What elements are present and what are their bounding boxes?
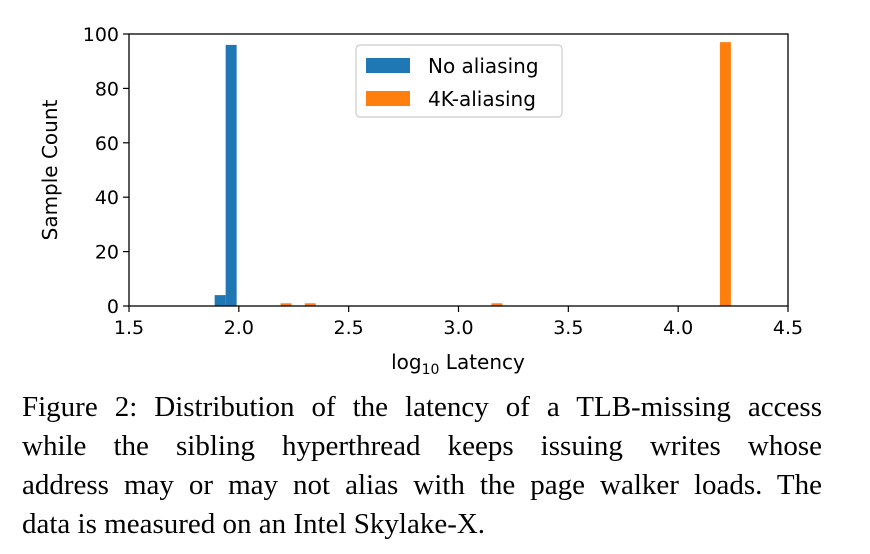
bar-4k-aliasing-0 <box>280 303 292 306</box>
y-tick-label: 0 <box>107 296 119 318</box>
bar-no-aliasing-1 <box>225 44 237 306</box>
caption-line: while the sibling hyperthread keeps issu… <box>22 430 822 462</box>
y-tick-label: 20 <box>95 242 119 264</box>
plot-frame <box>128 33 789 307</box>
histogram-chart: 1.5 2.0 2.5 3.0 3.5 4.0 4.5 0 20 40 60 80 100 log10… <box>38 24 803 378</box>
x-tick-label: 3.5 <box>553 317 583 339</box>
x-tick-label: 3.0 <box>443 317 473 339</box>
x-tick-label: 2.5 <box>334 317 364 339</box>
x-tick-label: 1.5 <box>114 317 144 339</box>
histogram-bars <box>214 42 731 306</box>
y-tick-label: 100 <box>83 24 119 46</box>
x-axis-label: log10 Latency <box>391 350 525 378</box>
x-tick-label: 2.0 <box>224 317 254 339</box>
bar-4k-aliasing-2 <box>491 303 503 306</box>
bar-4k-aliasing-1 <box>304 303 316 306</box>
y-tick-label: 80 <box>95 78 119 100</box>
y-tick-label: 40 <box>95 187 119 209</box>
y-axis-ticks: 0 20 40 60 80 100 <box>83 24 129 318</box>
y-tick-label: 60 <box>95 133 119 155</box>
legend-swatch <box>366 58 410 73</box>
legend-label: 4K-aliasing <box>428 87 536 111</box>
caption-line: Figure 2: Distribution of the latency of… <box>22 391 822 423</box>
x-tick-label: 4.0 <box>663 317 693 339</box>
x-tick-label: 4.5 <box>773 317 803 339</box>
bar-no-aliasing-0 <box>214 295 226 306</box>
x-axis-ticks: 1.5 2.0 2.5 3.0 3.5 4.0 4.5 <box>114 306 803 339</box>
axes-box <box>128 33 789 307</box>
legend: No aliasing 4K-aliasing <box>355 44 563 118</box>
legend-swatch <box>366 91 410 106</box>
figure-caption: Figure 2: Distribution of the latency of… <box>22 388 822 544</box>
y-axis-label: Sample Count <box>38 99 62 240</box>
legend-label: No aliasing <box>428 54 539 78</box>
caption-line: address may or may not alias with the pa… <box>22 469 822 501</box>
caption-line: data is measured on an Intel Skylake-X. <box>22 508 486 540</box>
bar-4k-aliasing-3 <box>719 42 731 306</box>
